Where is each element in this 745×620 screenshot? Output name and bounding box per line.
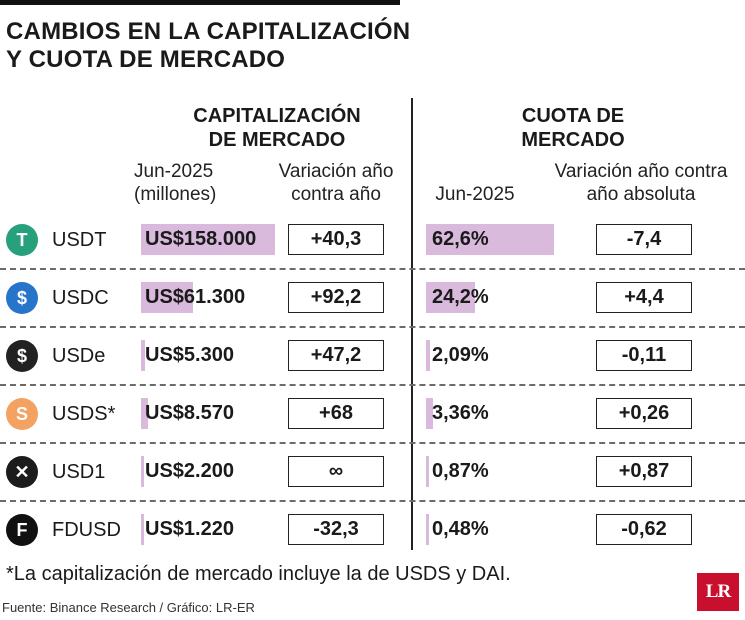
cap-value-header: Jun-2025 (millones)	[134, 160, 244, 206]
share-bar	[426, 224, 554, 255]
share-cell: 3,36%	[426, 398, 554, 429]
share-bar	[426, 398, 433, 429]
footnote: *La capitalización de mercado incluye la…	[6, 563, 511, 585]
share-cell: 0,87%	[426, 456, 554, 487]
coin-name: USDS*	[52, 403, 116, 425]
title-line-1: CAMBIOS EN LA CAPITALIZACIÓN	[6, 18, 411, 45]
coin-name: FDUSD	[52, 519, 121, 541]
share-value: 2,09%	[432, 344, 489, 366]
cap-cell: US$1.220	[141, 514, 275, 545]
share-value: 0,48%	[432, 518, 489, 540]
cap-value: US$8.570	[145, 402, 234, 424]
share-change-header-line-1: Variación año contra	[554, 161, 728, 182]
usds-icon: S	[6, 398, 38, 430]
cap-bar	[141, 282, 193, 313]
cap-value: US$2.200	[145, 460, 234, 482]
cap-change-box: +40,3	[288, 224, 384, 255]
row-separator	[0, 442, 745, 444]
usde-icon: $	[6, 340, 38, 372]
coin-name: USDT	[52, 229, 107, 251]
section-divider	[411, 98, 413, 550]
cap-value: US$158.000	[145, 228, 257, 250]
share-bar	[426, 282, 476, 313]
cap-change-header-line-2: contra año	[291, 184, 381, 205]
share-value: 0,87%	[432, 460, 489, 482]
cap-header-line-2: DE MERCADO	[208, 129, 346, 151]
cap-bar	[141, 398, 149, 429]
coin-name: USD1	[52, 461, 106, 483]
share-change-header-line-2: año absoluta	[586, 184, 696, 205]
cap-cell: US$61.300	[141, 282, 275, 313]
share-header-line-2: MERCADO	[521, 129, 625, 151]
cap-change-header-line-1: Variación año	[278, 161, 394, 182]
tether-icon: T	[6, 224, 38, 256]
cap-bar	[141, 340, 146, 371]
cap-value-header-line-1: Jun-2025	[134, 161, 214, 182]
cap-change-box: +92,2	[288, 282, 384, 313]
top-rule	[0, 0, 400, 5]
cap-header-line-1: CAPITALIZACIÓN	[193, 105, 361, 127]
share-cell: 62,6%	[426, 224, 554, 255]
cap-value: US$1.220	[145, 518, 234, 540]
share-change-box: -0,62	[596, 514, 692, 545]
title-line-2: Y CUOTA DE MERCADO	[6, 46, 286, 73]
coin-name: USDe	[52, 345, 106, 367]
lr-logo: LR	[697, 573, 739, 611]
cap-value-header-line-2: (millones)	[134, 184, 217, 205]
source-credit: Fuente: Binance Research / Gráfico: LR-E…	[2, 600, 255, 615]
share-value-header: Jun-2025	[435, 184, 515, 205]
row-separator	[0, 384, 745, 386]
usdc-icon: $	[6, 282, 38, 314]
usd1-icon: ✕	[6, 456, 38, 488]
share-cell: 0,48%	[426, 514, 554, 545]
chart-title: CAMBIOS EN LA CAPITALIZACIÓN Y CUOTA DE …	[6, 18, 410, 74]
cap-change-box: +68	[288, 398, 384, 429]
share-cell: 24,2%	[426, 282, 554, 313]
share-section-header: CUOTA DE MERCADO	[468, 104, 678, 152]
share-cell: 2,09%	[426, 340, 554, 371]
share-bar	[426, 340, 431, 371]
cap-bar	[141, 224, 275, 255]
share-header-line-1: CUOTA DE	[521, 105, 625, 127]
share-change-box: +4,4	[596, 282, 692, 313]
share-value: 24,2%	[432, 286, 489, 308]
cap-value: US$5.300	[145, 344, 234, 366]
cap-change-header: Variación año contra año	[262, 160, 410, 206]
coin-name: USDC	[52, 287, 109, 309]
cap-cell: US$5.300	[141, 340, 275, 371]
fdusd-icon: F	[6, 514, 38, 546]
cap-cell: US$2.200	[141, 456, 275, 487]
row-separator	[0, 326, 745, 328]
share-change-box: +0,26	[596, 398, 692, 429]
cap-change-box: ∞	[288, 456, 384, 487]
share-change-box: -0,11	[596, 340, 692, 371]
cap-cell: US$158.000	[141, 224, 275, 255]
share-bar	[426, 456, 429, 487]
share-bar	[426, 514, 429, 545]
cap-bar	[141, 456, 144, 487]
share-value: 3,36%	[432, 402, 489, 424]
share-change-box: -7,4	[596, 224, 692, 255]
cap-bar	[141, 514, 144, 545]
share-change-header: Variación año contra año absoluta	[538, 160, 744, 206]
row-separator	[0, 500, 745, 502]
cap-value: US$61.300	[145, 286, 246, 308]
cap-change-box: +47,2	[288, 340, 384, 371]
row-separator	[0, 268, 745, 270]
share-value: 62,6%	[432, 228, 489, 250]
cap-change-box: -32,3	[288, 514, 384, 545]
cap-cell: US$8.570	[141, 398, 275, 429]
cap-section-header: CAPITALIZACIÓN DE MERCADO	[172, 104, 382, 152]
share-change-box: +0,87	[596, 456, 692, 487]
